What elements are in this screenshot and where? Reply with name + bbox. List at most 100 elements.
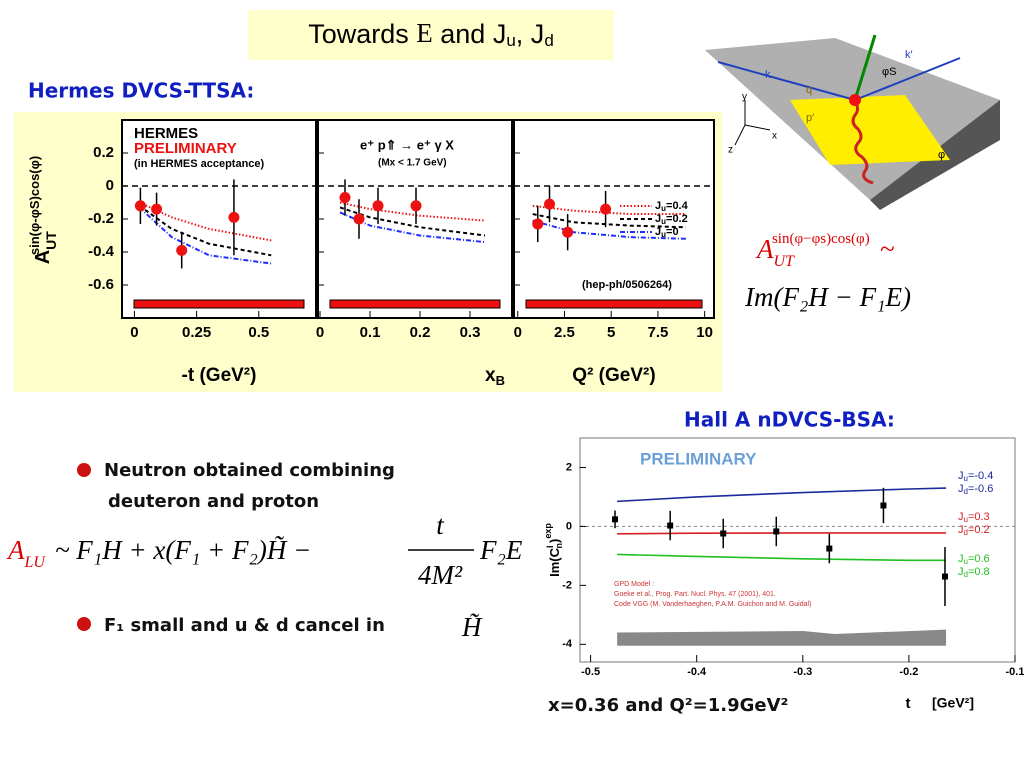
legend-label: Ju=-0.4	[958, 470, 993, 483]
legend-label: =-0.4	[968, 470, 993, 482]
model-curve	[532, 219, 686, 240]
formula: F₂E	[479, 535, 523, 565]
y-tick-label: -0.6	[88, 276, 114, 293]
data-point	[600, 203, 612, 215]
systematic-band	[329, 299, 501, 309]
y-axis-label: exp	[543, 523, 553, 539]
x-tick-label: -0.4	[687, 666, 707, 678]
kinematics-text: x=0.36 and Q²=1.9GeV²	[548, 695, 788, 716]
y-tick-label: 0.2	[93, 144, 114, 161]
annotation: PRELIMINARY	[134, 140, 237, 157]
x-tick-label: 0.3	[460, 324, 481, 341]
bullet-text: F₁ small and u & d cancel in	[104, 615, 385, 636]
x-axis-label: t	[906, 695, 911, 712]
legend-label: Jd=-0.6	[958, 483, 993, 496]
y-tick-label: 2	[566, 461, 572, 473]
diagram-label: φS	[882, 66, 896, 78]
data-point	[826, 545, 833, 552]
x-tick-label: 5	[607, 324, 615, 341]
legend-label: d	[964, 570, 968, 579]
legend-label: u	[661, 230, 666, 239]
y-axis-label: Im(C	[547, 547, 562, 577]
bullet-text: deuteron and proton	[108, 491, 319, 512]
formula: ALU ~ F₁H + x(F₁ + F₂)H̃ −	[6, 535, 311, 570]
annotation: (Mx < 1.7 GeV)	[378, 158, 447, 169]
systematic-band	[525, 299, 703, 309]
data-point	[353, 213, 365, 225]
diagram-label: z	[728, 145, 733, 156]
x-tick-label: 10	[696, 324, 713, 341]
x-axis-label: -t (GeV²)	[182, 365, 257, 386]
bullet	[77, 463, 91, 477]
legend-label: Jd=0.8	[958, 566, 990, 579]
y-axis-label: UT	[43, 231, 59, 250]
x-tick-label: -0.2	[899, 666, 918, 678]
annotation: e⁺ p⇑ → e⁺ γ X	[360, 137, 454, 152]
legend-label: u	[661, 204, 666, 213]
legend-label: J	[958, 553, 964, 565]
y-tick-label: 0	[566, 520, 572, 532]
y-axis-label: I	[545, 545, 555, 548]
legend-label: =0.3	[968, 511, 990, 523]
data-point	[176, 244, 188, 256]
legend-label: =0.2	[666, 213, 688, 225]
data-point	[372, 200, 384, 212]
legend-label: u	[964, 515, 968, 524]
legend-label: =-0.6	[968, 483, 993, 495]
diagram-label: φ	[938, 149, 945, 161]
y-axis-label: Im(CIn)exp	[543, 523, 564, 577]
annotation: Goeke et al., Prog. Part. Nucl. Phys. 47…	[614, 591, 776, 598]
x-tick-label: 0.2	[410, 324, 431, 341]
x-axis-label: [GeV²]	[932, 695, 974, 711]
x-tick-label: -0.5	[581, 666, 600, 678]
plot-frame	[579, 437, 1016, 663]
diagram-label: y	[742, 92, 747, 103]
legend-label: J	[958, 470, 964, 482]
data-point	[880, 502, 887, 509]
kinematics-diagram	[705, 34, 1000, 210]
x-tick-label: -0.1	[1006, 666, 1024, 678]
y-axis-label: AUTsin(φ-φS)cos(φ)	[27, 156, 58, 265]
y-tick-label: -0.4	[88, 243, 115, 260]
x-tick-label: 0.25	[182, 324, 211, 341]
y-axis-label: )	[547, 539, 562, 543]
model-curve	[617, 553, 947, 562]
legend-label: u	[661, 217, 666, 226]
x-axis-label: xB	[485, 365, 505, 388]
y-axis-label: A	[32, 250, 54, 264]
x-tick-label: 0	[130, 324, 138, 341]
legend-label: Ju=0.6	[958, 553, 990, 566]
data-point	[667, 522, 674, 529]
model-curve	[339, 201, 486, 222]
bullet	[77, 617, 91, 631]
legend-label: =0	[666, 226, 679, 238]
formula: t	[436, 510, 445, 540]
formula: 4M²	[418, 560, 463, 590]
legend-label: J	[655, 200, 661, 212]
plot-frame	[121, 119, 317, 319]
slide-title: Towards E and Ju, Jd	[308, 18, 554, 50]
data-point	[941, 573, 948, 580]
legend-label: Ju=0.3	[958, 511, 990, 524]
plot-frame	[317, 119, 513, 319]
model-curve	[617, 532, 947, 535]
y-axis-label: Im(CIn)exp	[543, 523, 564, 577]
y-tick-label: 0	[106, 177, 114, 194]
annotation: GPD Model :	[614, 581, 654, 588]
y-tick-label: -0.2	[88, 210, 114, 227]
systematic-band	[617, 629, 947, 646]
annotation: (in HERMES acceptance)	[134, 158, 265, 170]
bullet-text: Neutron obtained combining	[104, 460, 395, 481]
annotation: HERMES	[134, 125, 198, 142]
formula: H̃	[461, 612, 483, 642]
x-tick-label: 0	[514, 324, 522, 341]
diagram-label: k	[765, 69, 771, 81]
x-tick-label: 0.5	[248, 324, 269, 341]
model-curve	[138, 204, 272, 257]
x-axis-label: Q² (GeV²)	[572, 365, 655, 386]
y-axis-label: sin(φ-φS)cos(φ)	[27, 156, 42, 255]
data-point	[773, 528, 780, 535]
x-tick-label: 0.1	[360, 324, 381, 341]
annotation: PRELIMINARY	[640, 449, 757, 468]
data-point	[720, 530, 727, 537]
